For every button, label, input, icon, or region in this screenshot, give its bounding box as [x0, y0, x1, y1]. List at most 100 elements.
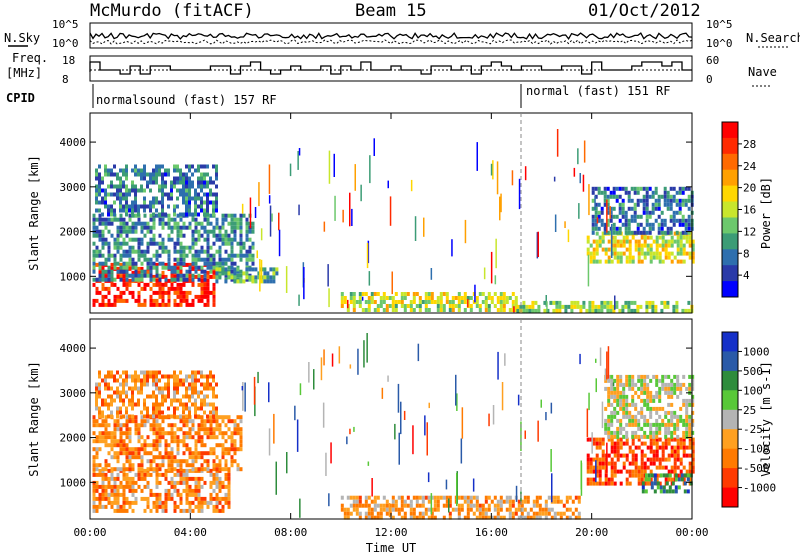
power-streak [474, 284, 476, 303]
velocity-cell [95, 386, 98, 391]
power-cell [164, 192, 167, 197]
power-cell [185, 253, 189, 258]
power-cell [642, 206, 646, 211]
power-cell [427, 292, 431, 296]
velocity-cell [203, 410, 206, 415]
velocity-cell [592, 481, 596, 486]
velocity-cell [158, 451, 162, 456]
power-cell [245, 271, 249, 276]
velocity-cell [155, 402, 158, 407]
power-cell [591, 198, 595, 203]
velocity-cell [125, 410, 128, 415]
power-streak [328, 150, 331, 184]
power-cell [212, 270, 216, 275]
power-cell [613, 247, 617, 252]
power-cell [179, 282, 183, 287]
velocity-cell [466, 495, 470, 500]
power-cell [595, 231, 599, 236]
power-cell [245, 233, 249, 238]
power-colorbar-tick-label: 4 [743, 269, 750, 282]
velocity-cell [191, 467, 195, 472]
velocity-cell [209, 484, 213, 489]
velocity-cell [119, 480, 123, 485]
velocity-cell [505, 507, 509, 512]
velocity-cell [161, 419, 165, 424]
power-cell [418, 308, 422, 312]
power-cell [266, 271, 270, 276]
power-cell [618, 230, 622, 235]
velocity-cell [125, 480, 129, 485]
velocity-cell [607, 422, 611, 427]
velocity-cell [206, 386, 209, 391]
power-cell [616, 251, 620, 256]
velocity-cell [113, 492, 117, 497]
velocity-cell [122, 370, 125, 375]
power-cell [499, 304, 503, 308]
velocity-cell [164, 504, 168, 509]
velocity-cell [409, 515, 413, 520]
x-tick-label: 04:00 [174, 526, 207, 539]
power-cell [684, 226, 688, 231]
velocity-cell [209, 451, 213, 456]
velocity-cell [137, 435, 141, 440]
velocity-cell [676, 414, 680, 419]
power-cell [116, 249, 120, 254]
power-cell [104, 196, 107, 201]
velocity-heatmap [92, 333, 695, 520]
power-cell [191, 253, 195, 258]
velocity-cell [484, 515, 488, 520]
power-cell [107, 273, 111, 278]
power-cell [137, 188, 140, 193]
velocity-cell [131, 451, 135, 456]
power-cell [624, 300, 628, 305]
velocity-cell [686, 473, 690, 478]
velocity-cell [640, 473, 644, 478]
power-cell [212, 282, 216, 287]
velocity-cell [631, 469, 635, 474]
power-cell [481, 292, 485, 296]
velocity-cell [613, 398, 617, 403]
velocity-cell [221, 484, 225, 489]
velocity-cell [613, 449, 617, 454]
power-cell [427, 308, 431, 312]
power-cell [113, 241, 117, 246]
power-cell [233, 253, 237, 258]
velocity-cell [146, 374, 149, 379]
velocity-cell [134, 415, 138, 420]
velocity-cell [691, 422, 695, 427]
power-cell [182, 196, 185, 201]
power-cell [113, 298, 117, 303]
velocity-cell [194, 496, 198, 501]
velocity-streak [387, 375, 389, 382]
velocity-cell [637, 374, 641, 379]
power-cell [164, 172, 167, 177]
power-cell [628, 251, 632, 256]
power-streak [492, 160, 494, 180]
velocity-cell [664, 422, 668, 427]
power-cell [113, 200, 116, 205]
power-cell [95, 196, 98, 201]
power-cell [215, 217, 219, 222]
power-cell [655, 239, 659, 244]
velocity-cell [469, 495, 473, 500]
velocity-cell [239, 443, 243, 448]
velocity-cell [682, 398, 686, 403]
power-cell [113, 302, 117, 307]
velocity-cell [182, 443, 186, 448]
velocity-cell [116, 459, 120, 464]
velocity-streak [606, 351, 608, 380]
velocity-cell [146, 480, 150, 485]
velocity-cell [188, 386, 191, 391]
power-cell [92, 298, 96, 303]
velocity-cell [215, 476, 219, 481]
power-cell [182, 290, 186, 295]
velocity-cell [119, 443, 123, 448]
power-cell [607, 239, 611, 244]
power-cell [340, 304, 344, 308]
velocity-cell [137, 463, 141, 468]
power-cell [212, 208, 215, 213]
power-cell [612, 206, 616, 211]
power-cell [122, 180, 125, 185]
power-cell [534, 300, 538, 305]
velocity-cell [194, 455, 198, 460]
